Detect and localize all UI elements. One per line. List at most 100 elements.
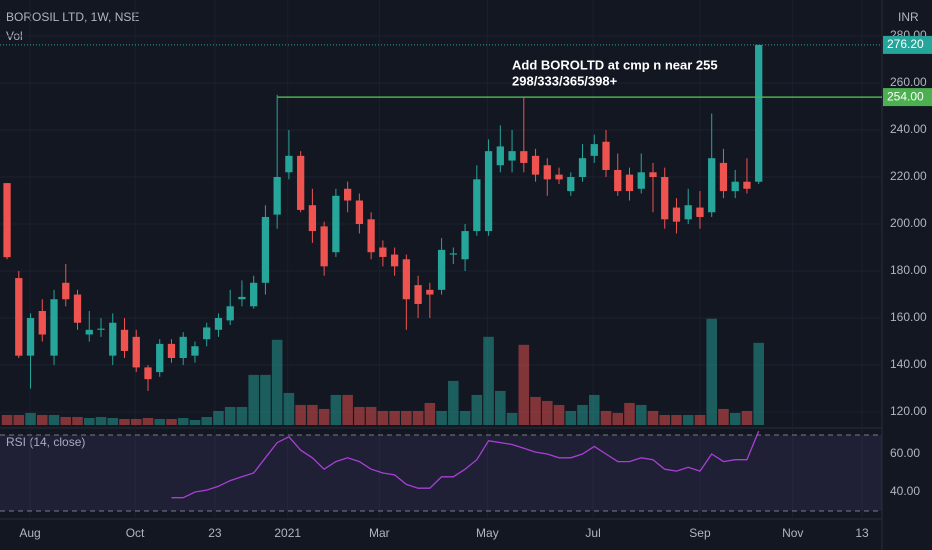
y-tick-label: 200.00	[890, 216, 927, 230]
volume-bar	[166, 418, 177, 425]
volume-bar	[83, 417, 95, 425]
volume-bar	[424, 402, 436, 425]
candle-body	[684, 205, 692, 220]
candle-body	[355, 200, 364, 225]
candle-body	[614, 169, 622, 192]
candle-body	[543, 165, 551, 180]
volume-bar	[588, 394, 600, 425]
rsi-tick-label: 40.00	[890, 484, 920, 498]
volume-bar	[659, 414, 671, 425]
volume-bar	[401, 410, 412, 425]
volume-bar	[483, 336, 494, 425]
candle-body	[379, 247, 387, 257]
candle-body	[109, 322, 117, 356]
x-tick-label: Mar	[369, 526, 390, 540]
candle-body	[755, 44, 763, 182]
y-tick-label: 240.00	[890, 122, 927, 136]
last-price-box	[883, 35, 932, 54]
volume-bar	[682, 414, 694, 425]
volume-bar	[318, 408, 330, 425]
candle-body	[696, 207, 704, 217]
volume-bar	[1, 414, 13, 425]
candle-body	[120, 329, 129, 351]
candle-body	[555, 174, 563, 180]
candle-body	[402, 259, 410, 300]
volume-bar	[248, 374, 259, 425]
volume-bar	[506, 412, 518, 425]
rsi-label: RSI (14, close)	[6, 435, 85, 449]
x-tick-label: Jul	[585, 526, 600, 540]
candle-body	[285, 155, 293, 173]
candle-body	[531, 155, 540, 175]
candle-body	[50, 299, 58, 356]
volume-bar	[142, 417, 154, 425]
volume-bar	[624, 402, 635, 425]
volume-bar	[13, 414, 25, 425]
volume-bar	[236, 406, 248, 425]
volume-bar	[365, 406, 377, 425]
candle-body	[708, 158, 716, 213]
x-tick-label: Nov	[782, 526, 803, 540]
volume-bar	[260, 374, 271, 425]
chart-title: BOROSIL LTD, 1W, NSE	[6, 10, 139, 24]
volume-bar	[177, 417, 189, 425]
candle-body	[62, 282, 70, 300]
volume-bar	[741, 410, 753, 425]
candle-body	[332, 195, 340, 253]
x-tick-label: 13	[855, 526, 869, 540]
rsi-band	[0, 434, 882, 512]
candle-body	[214, 318, 223, 330]
volume-bar	[342, 394, 353, 425]
candle-body	[179, 336, 187, 359]
volume-bar	[72, 416, 83, 425]
volume-bar	[213, 410, 224, 425]
volume-bar	[60, 416, 72, 425]
volume-bar	[753, 342, 764, 425]
y-tick-label: 140.00	[890, 357, 927, 371]
x-tick-label: 23	[208, 526, 222, 540]
candle-body	[743, 181, 751, 189]
candle-body	[578, 158, 587, 178]
volume-bar	[295, 404, 306, 425]
candle-body	[731, 181, 739, 192]
candle-body	[449, 253, 457, 255]
volume-bar	[271, 339, 283, 425]
candle-body	[520, 151, 528, 163]
candle-body	[390, 254, 399, 267]
candle-body	[15, 278, 23, 356]
volume-bar	[307, 404, 318, 425]
candle-body	[602, 141, 610, 170]
volume-bar	[612, 412, 624, 425]
candle-body	[203, 327, 211, 340]
volume-bar	[495, 390, 506, 425]
annotation: 298/333/365/398+	[512, 73, 618, 88]
candle-body	[250, 282, 258, 307]
volume-bar	[36, 414, 48, 425]
annotation: Add BOROLTD at cmp n near 255	[512, 57, 718, 72]
volume-bar	[201, 416, 212, 425]
y-tick-label: 160.00	[890, 310, 927, 324]
volume-bar	[647, 410, 659, 425]
volume-bar	[518, 344, 530, 425]
candle-body	[238, 296, 246, 300]
volume-bar	[694, 414, 706, 425]
candle-body	[85, 329, 93, 335]
level-label: 254.00	[887, 89, 924, 103]
candle-body	[156, 343, 164, 373]
candle-body	[567, 177, 575, 192]
volume-bar	[48, 414, 60, 425]
candle-body	[191, 346, 199, 356]
candle-body	[437, 249, 446, 290]
x-tick-label: Sep	[689, 526, 711, 540]
level-label-box	[883, 88, 932, 107]
volume-bar	[107, 417, 119, 425]
y-tick-label: 120.00	[890, 404, 927, 418]
x-tick-label: May	[476, 526, 499, 540]
volume-bar	[412, 410, 424, 425]
volume-bar	[448, 380, 459, 425]
volume-bar	[283, 392, 295, 425]
volume-bar	[718, 408, 729, 425]
volume-bar	[389, 410, 400, 425]
